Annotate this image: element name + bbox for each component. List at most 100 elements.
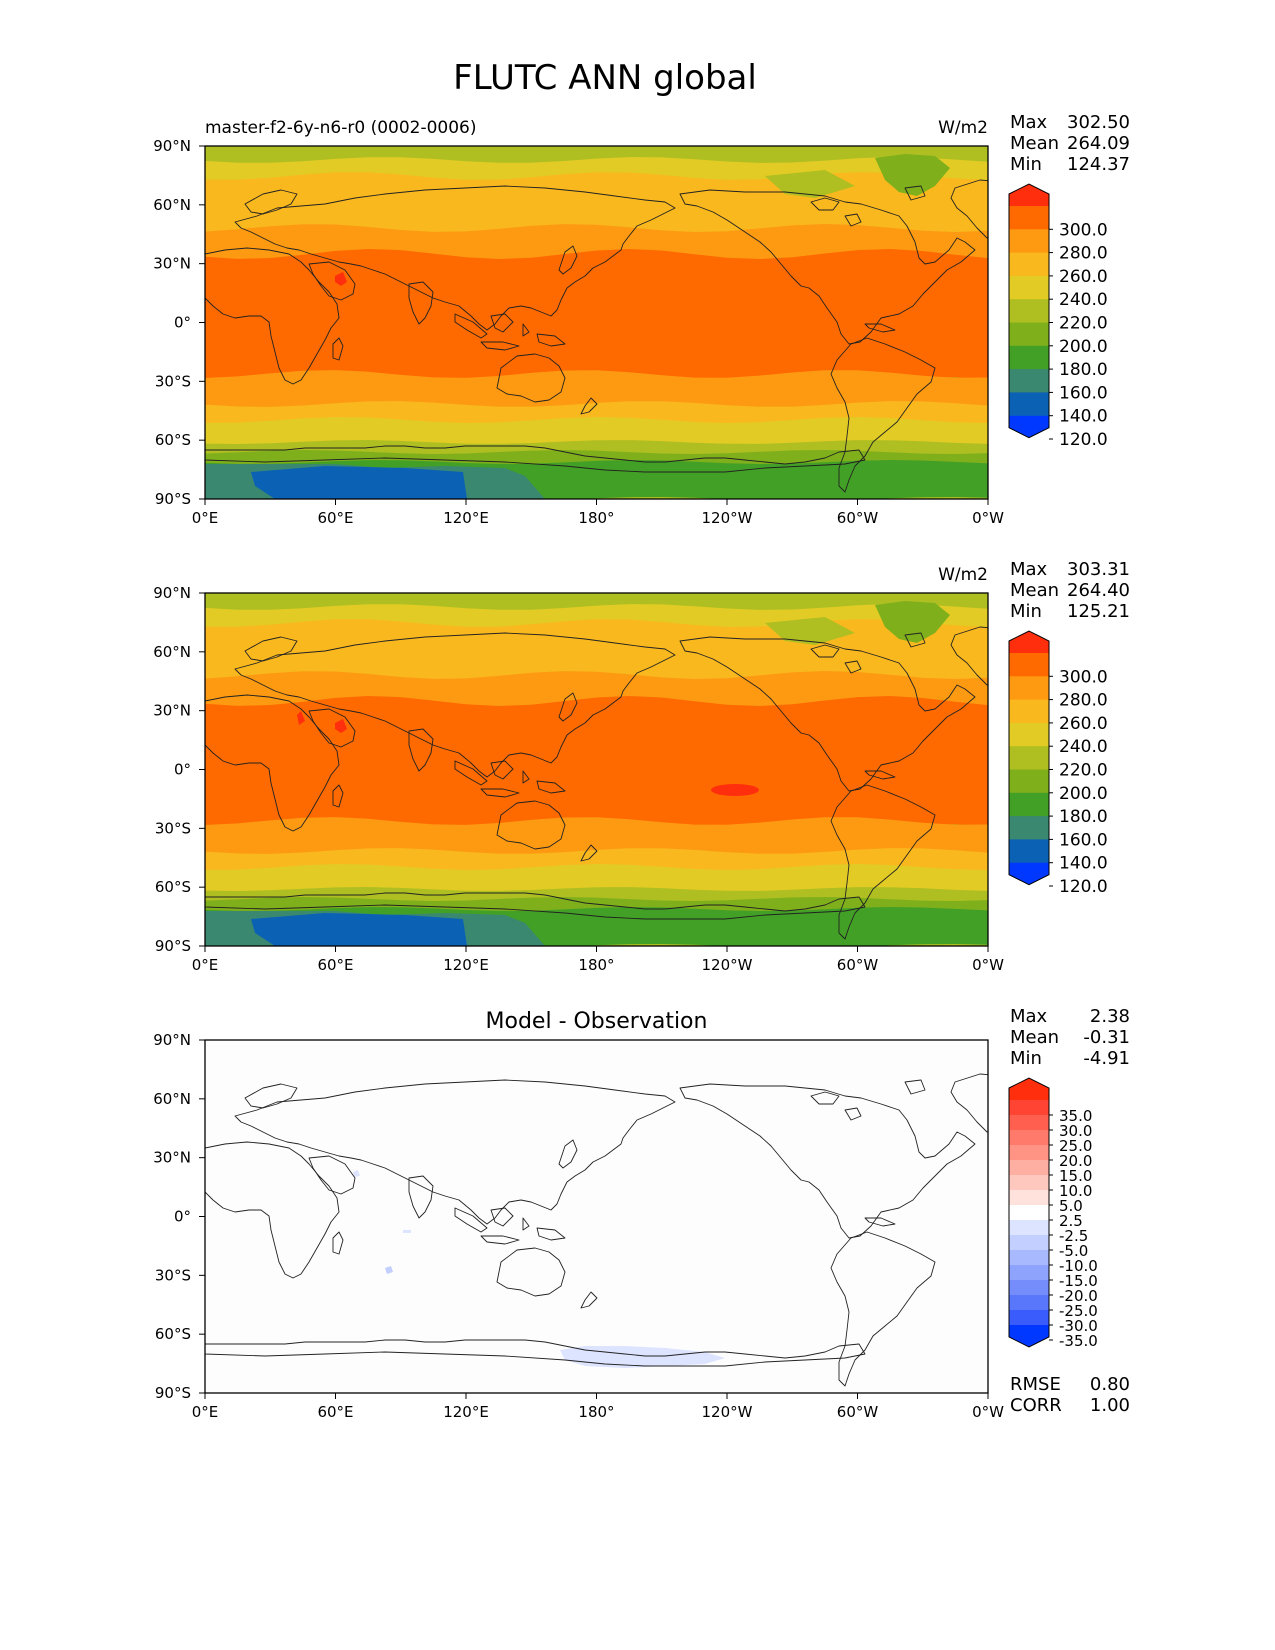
colorbar-segment bbox=[1009, 1205, 1049, 1221]
lon-tick-label: 120°W bbox=[702, 1403, 753, 1421]
lat-tick-label: 0° bbox=[174, 761, 191, 779]
colorbar-extend-bottom bbox=[1009, 862, 1049, 885]
colorbar-tick-label: 120.0 bbox=[1059, 430, 1108, 450]
colorbar-tick-label: -30.0 bbox=[1059, 1317, 1098, 1335]
lat-tick-label: 30°S bbox=[155, 372, 191, 390]
colorbar-tick-label: 140.0 bbox=[1059, 854, 1108, 874]
colorbar-segment bbox=[1009, 1235, 1049, 1251]
colorbar-segment bbox=[1009, 1310, 1049, 1326]
lat-tick-label: 30°S bbox=[155, 819, 191, 837]
lat-tick-label: 30°N bbox=[153, 702, 191, 720]
colorbar-tick-label: 160.0 bbox=[1059, 383, 1108, 403]
colorbar-extend-bottom bbox=[1009, 415, 1049, 438]
lat-tick-label: 90°S bbox=[155, 937, 191, 955]
contour-band bbox=[205, 249, 988, 387]
colorbar-segment bbox=[1009, 1130, 1049, 1146]
colorbar-segment bbox=[1009, 792, 1049, 817]
lat-tick-label: 60°S bbox=[155, 1325, 191, 1343]
colorbar: 300.0 280.0 260.0 240.0 220.0 200.0 180.0 160.0… bbox=[1008, 630, 1108, 897]
colorbar-segment bbox=[1009, 746, 1049, 770]
colorbar-segment bbox=[1009, 1100, 1049, 1116]
colorbar-segment bbox=[1009, 229, 1049, 254]
colorbar-tick-label: 300.0 bbox=[1059, 667, 1108, 687]
colorbar-tick-label: 30.0 bbox=[1059, 1122, 1092, 1140]
stat-value: -4.91 bbox=[1083, 1048, 1130, 1069]
map-field bbox=[204, 145, 989, 500]
stat-label: Mean bbox=[1010, 133, 1059, 154]
colorbar-segment bbox=[1009, 1265, 1049, 1281]
lon-tick-label: 60°W bbox=[837, 1403, 879, 1421]
colorbar-tick-label: 280.0 bbox=[1059, 691, 1108, 711]
colorbar-segment bbox=[1009, 653, 1049, 677]
colorbar-tick-label: 280.0 bbox=[1059, 244, 1108, 264]
colorbar-segment bbox=[1009, 252, 1049, 277]
antarctic-low-band bbox=[251, 466, 467, 499]
colorbar-segment bbox=[1009, 206, 1049, 230]
lon-tick-label: 120°E bbox=[443, 509, 489, 527]
stat-label: Max bbox=[1010, 1006, 1048, 1027]
colorbar-tick-label: 20.0 bbox=[1059, 1152, 1092, 1170]
colorbar-segment bbox=[1009, 1220, 1049, 1236]
lat-tick-label: 60°N bbox=[153, 1090, 191, 1108]
greenland-band bbox=[875, 601, 950, 643]
map-panel: master-f2-6y-n6-r0 (0002-0006) W/m2 0°E 60°… bbox=[153, 112, 1130, 527]
colorbar-tick-label: 120.0 bbox=[1059, 877, 1108, 897]
colorbar-tick-label: 260.0 bbox=[1059, 267, 1108, 287]
lon-tick-label: 0°W bbox=[972, 1403, 1004, 1421]
colorbar-segment bbox=[1009, 769, 1049, 794]
colorbar-segment bbox=[1009, 722, 1049, 747]
lon-tick-label: 120°W bbox=[702, 956, 753, 974]
colorbar-segment bbox=[1009, 1295, 1049, 1311]
stat-value: 1.00 bbox=[1090, 1395, 1130, 1416]
colorbar-tick-label: 200.0 bbox=[1059, 784, 1108, 804]
colorbar-tick-label: 10.0 bbox=[1059, 1182, 1092, 1200]
greenland-band bbox=[875, 154, 950, 196]
colorbar-tick-label: 160.0 bbox=[1059, 830, 1108, 850]
lon-tick-label: 180° bbox=[578, 509, 614, 527]
colorbar-segment bbox=[1009, 345, 1049, 370]
map-field bbox=[204, 1039, 989, 1394]
stat-value: 303.31 bbox=[1067, 559, 1130, 580]
stat-value: 264.40 bbox=[1067, 580, 1130, 601]
colorbar-tick-label: 15.0 bbox=[1059, 1167, 1092, 1185]
stat-value: 264.09 bbox=[1067, 133, 1130, 154]
colorbar-segment bbox=[1009, 1175, 1049, 1191]
colorbar-tick-label: -25.0 bbox=[1059, 1302, 1098, 1320]
lon-tick-label: 0°E bbox=[192, 509, 219, 527]
stat-value: 124.37 bbox=[1067, 154, 1130, 175]
lat-tick-label: 30°N bbox=[153, 1149, 191, 1167]
lat-tick-label: 90°N bbox=[153, 584, 191, 602]
colorbar-segment bbox=[1009, 322, 1049, 347]
arctic-band bbox=[765, 617, 855, 645]
lat-tick-label: 90°S bbox=[155, 490, 191, 508]
stat-label: Max bbox=[1010, 112, 1048, 133]
map-field bbox=[204, 592, 989, 947]
colorbar-tick-label: 200.0 bbox=[1059, 337, 1108, 357]
lat-tick-label: 0° bbox=[174, 1208, 191, 1226]
colorbar-segment bbox=[1009, 1145, 1049, 1161]
colorbar-segment bbox=[1009, 839, 1049, 864]
arctic-band bbox=[765, 170, 855, 198]
lat-tick-label: 90°S bbox=[155, 1384, 191, 1402]
lat-tick-label: 60°S bbox=[155, 431, 191, 449]
stat-value: 302.50 bbox=[1067, 112, 1130, 133]
figure-title: FLUTC ANN global bbox=[453, 58, 757, 98]
lat-tick-label: 60°S bbox=[155, 878, 191, 896]
colorbar-tick-label: 240.0 bbox=[1059, 737, 1108, 757]
panels-container: master-f2-6y-n6-r0 (0002-0006) W/m2 0°E 60°… bbox=[153, 112, 1130, 1421]
colorbar-tick-label: 5.0 bbox=[1059, 1197, 1083, 1215]
colorbar: 300.0 280.0 260.0 240.0 220.0 200.0 180.0 160.0… bbox=[1008, 183, 1108, 450]
stat-label: RMSE bbox=[1010, 1374, 1061, 1395]
colorbar-extend-top bbox=[1009, 631, 1049, 653]
map-fill bbox=[205, 1040, 988, 1393]
colorbar-segment bbox=[1009, 816, 1049, 840]
stat-value: -0.31 bbox=[1083, 1027, 1130, 1048]
lon-tick-label: 0°E bbox=[192, 1403, 219, 1421]
stat-label: Mean bbox=[1010, 1027, 1059, 1048]
colorbar-segment bbox=[1009, 299, 1049, 323]
map-panel: W/m2 0°E 60°E 120°E 180° 120°W 60°W 0°W 90°N 60°N… bbox=[153, 559, 1130, 974]
panel-title-center: Model - Observation bbox=[486, 1009, 708, 1034]
stat-label: CORR bbox=[1010, 1395, 1062, 1416]
units-label: W/m2 bbox=[938, 118, 988, 138]
lon-tick-label: 120°W bbox=[702, 509, 753, 527]
